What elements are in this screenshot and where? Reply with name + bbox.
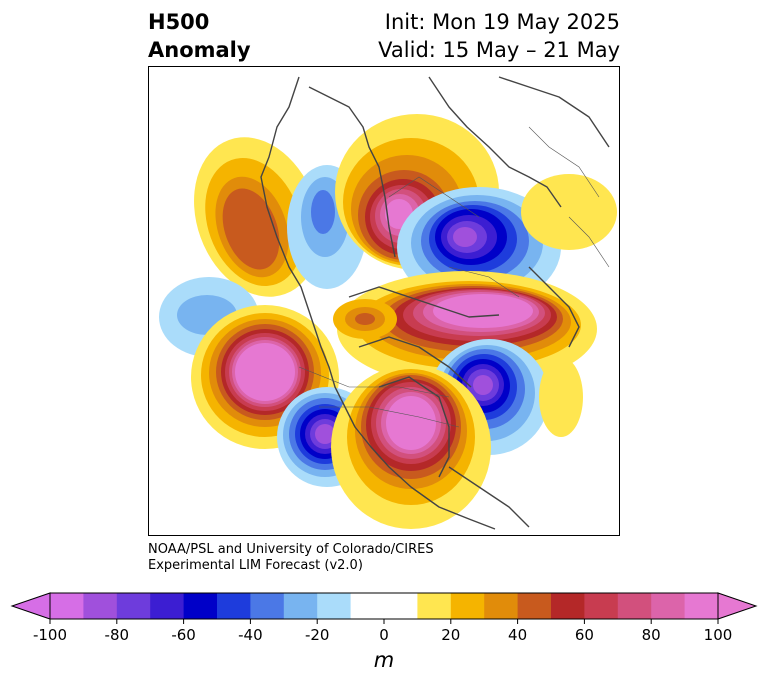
- colorbar: [10, 592, 758, 624]
- anomaly-ne-pacific: [194, 137, 320, 297]
- colorbar-tick-label: -40: [238, 626, 263, 644]
- chart-title-right: Init: Mon 19 May 2025 Valid: 15 May – 21…: [378, 8, 620, 64]
- country-borders: [298, 126, 610, 428]
- colorbar-segment: [83, 593, 118, 619]
- colorbar-segment: [250, 593, 285, 619]
- credit-line-2: Experimental LIM Forecast (v2.0): [148, 558, 363, 573]
- colorbar-tick-label: 100: [703, 626, 733, 644]
- credit-text: NOAA/PSL and University of Colorado/CIRE…: [148, 542, 434, 574]
- colorbar-tick-label: -60: [171, 626, 196, 644]
- colorbar-segment: [217, 593, 251, 619]
- colorbar-tick-label: 20: [441, 626, 461, 644]
- colorbar-tick-label: 60: [574, 626, 594, 644]
- colorbar-segment: [651, 593, 686, 619]
- anomaly-yellow-east: [521, 174, 617, 250]
- colorbar-segment: [584, 593, 619, 619]
- anomaly-pole-small: [333, 299, 397, 339]
- colorbar-tick-label: -80: [104, 626, 130, 644]
- colorbar-tick-label: -20: [304, 626, 330, 644]
- colorbar-tick-label: 0: [379, 626, 389, 644]
- colorbar-segment: [517, 593, 552, 619]
- colorbar-tick-label: -100: [32, 626, 68, 644]
- credit-line-1: NOAA/PSL and University of Colorado/CIRE…: [148, 542, 434, 557]
- colorbar-segment: [50, 593, 84, 619]
- anomaly-map: [148, 66, 620, 536]
- colorbar-segment: [350, 593, 385, 619]
- colorbar-segment: [150, 593, 185, 619]
- colorbar-segment: [684, 593, 719, 619]
- chart-title-left: H500 Anomaly: [148, 8, 251, 64]
- colorbar-segment: [283, 593, 318, 619]
- colorbar-segment: [116, 593, 151, 619]
- coastlines: [260, 76, 610, 530]
- colorbar-segment: [617, 593, 652, 619]
- colorbar-unit-label: m: [373, 648, 395, 672]
- anomaly-blue-west: [287, 165, 367, 289]
- map-canvas: [149, 67, 619, 535]
- title-field: Anomaly: [148, 38, 251, 62]
- colorbar-ticks: -100 -80 -60 -40 -20 0 20 40 60 80 100: [0, 626, 768, 646]
- colorbar-over-arrow: [717, 592, 758, 620]
- title-variable: H500: [148, 10, 210, 34]
- init-date: Init: Mon 19 May 2025: [384, 10, 620, 34]
- colorbar-segment: [317, 593, 352, 619]
- colorbar-under-arrow: [10, 592, 51, 620]
- colorbar-tick-label: 80: [641, 626, 661, 644]
- colorbar-tick-label: 40: [508, 626, 528, 644]
- colorbar-segment: [551, 593, 585, 619]
- anomaly-yellow-se: [539, 357, 583, 437]
- colorbar-segment: [484, 593, 519, 619]
- colorbar-segment: [183, 593, 218, 619]
- valid-range: Valid: 15 May – 21 May: [378, 38, 620, 62]
- colorbar-segment: [450, 593, 485, 619]
- colorbar-segment: [417, 593, 452, 619]
- colorbar-segment: [384, 593, 418, 619]
